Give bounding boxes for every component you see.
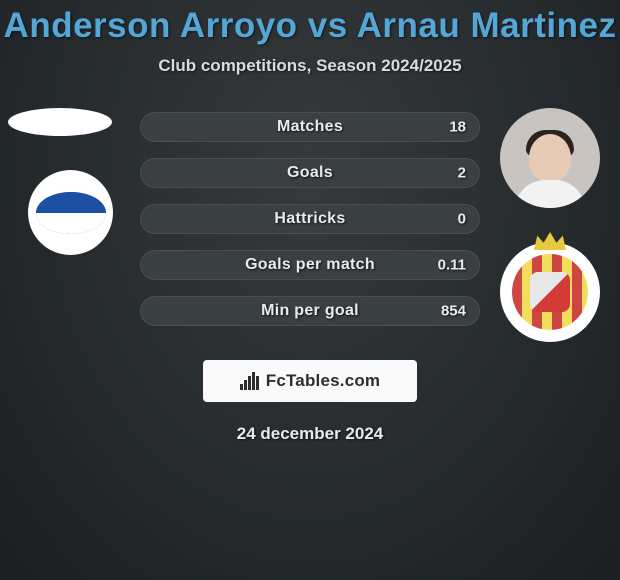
head	[529, 134, 571, 182]
player-left-avatar	[8, 108, 112, 136]
stat-label: Min per goal	[261, 302, 359, 320]
player-headshot-icon	[520, 128, 580, 208]
stat-row: Min per goal 854	[140, 296, 480, 326]
stats-column: Matches 18 Goals 2 Hattricks 0 Goals per match…	[140, 112, 480, 342]
stat-value: 18	[449, 119, 466, 136]
season-subtitle: Club competitions, Season 2024/2025	[0, 56, 620, 76]
deportivo-alaves-icon	[36, 192, 106, 234]
player-right-avatar	[500, 108, 600, 208]
stat-label: Matches	[277, 118, 343, 136]
stat-row: Matches 18	[140, 112, 480, 142]
crown-icon	[534, 232, 566, 250]
trend-line	[240, 372, 262, 390]
shirt	[515, 180, 585, 208]
stat-value: 0.11	[438, 257, 466, 274]
bar-chart-icon	[240, 372, 262, 390]
stat-label: Goals	[287, 164, 333, 182]
stat-value: 854	[441, 303, 466, 320]
club-left-crest	[28, 170, 113, 255]
stats-section: Matches 18 Goals 2 Hattricks 0 Goals per match…	[0, 112, 620, 352]
stat-label: Goals per match	[245, 256, 375, 274]
stat-value: 0	[458, 211, 466, 228]
stat-row: Goals 2	[140, 158, 480, 188]
brand-text: FcTables.com	[266, 371, 381, 391]
page-title: Anderson Arroyo vs Arnau Martinez	[0, 6, 620, 46]
date-label: 24 december 2024	[0, 424, 620, 444]
brand-badge[interactable]: FcTables.com	[203, 360, 417, 402]
stat-row: Goals per match 0.11	[140, 250, 480, 280]
stat-value: 2	[458, 165, 466, 182]
stat-row: Hattricks 0	[140, 204, 480, 234]
stat-label: Hattricks	[274, 210, 345, 228]
girona-fc-icon	[512, 254, 588, 330]
comparison-card: Anderson Arroyo vs Arnau Martinez Club c…	[0, 0, 620, 580]
club-right-crest	[500, 242, 600, 342]
